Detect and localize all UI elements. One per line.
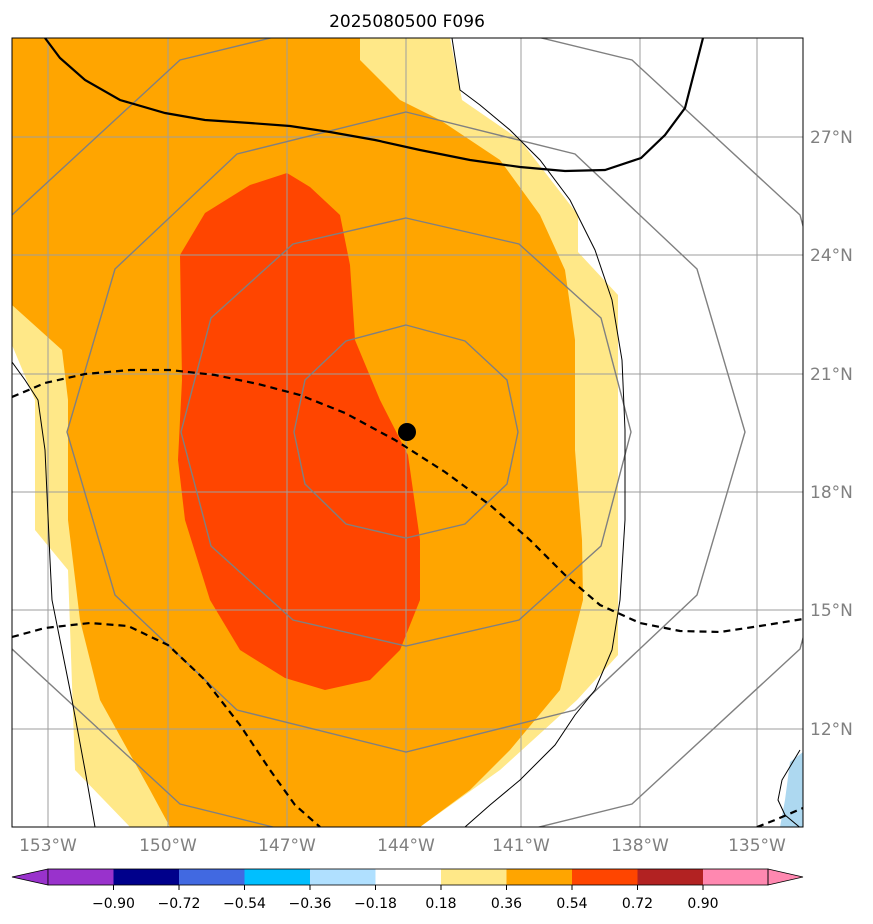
figure-title: 2025080500 F096 xyxy=(329,12,485,32)
colorbar-tick-label: −0.72 xyxy=(158,896,201,912)
lon-label: 153°W xyxy=(19,836,77,856)
longitude-labels: 153°W 150°W 147°W 144°W 141°W 138°W 135°… xyxy=(19,836,786,856)
colorbar-segment xyxy=(113,869,179,885)
colorbar-segment xyxy=(48,869,114,885)
colorbar-extend-high xyxy=(767,868,804,886)
thin-contours xyxy=(12,38,801,827)
colorbar-segment xyxy=(441,869,507,885)
colorbar-segment xyxy=(703,869,768,885)
map-area xyxy=(12,38,803,827)
lat-label: 12°N xyxy=(810,720,853,740)
colorbar-segment xyxy=(637,869,703,885)
lat-label: 15°N xyxy=(810,601,853,621)
lon-label: 138°W xyxy=(611,836,669,856)
colorbar-segment xyxy=(310,869,376,885)
dashed-contours xyxy=(12,368,803,827)
lat-label: 27°N xyxy=(810,128,853,148)
graticule xyxy=(12,38,803,827)
colorbar-tick-label: −0.18 xyxy=(354,896,397,912)
colorbar-tick-label: 0.54 xyxy=(556,896,587,912)
colorbar-tick-label: 0.72 xyxy=(622,896,653,912)
lon-label: 147°W xyxy=(258,836,316,856)
center-marker xyxy=(398,423,416,441)
colorbar-segment xyxy=(375,869,441,885)
lat-label: 18°N xyxy=(810,483,853,503)
lon-label: 141°W xyxy=(492,836,550,856)
lon-label: 135°W xyxy=(728,836,786,856)
map-frame xyxy=(11,37,804,828)
field-negative-region xyxy=(780,752,803,827)
colorbar-tick-label: −0.36 xyxy=(289,896,332,912)
colorbar-segment xyxy=(179,869,245,885)
lat-label: 24°N xyxy=(810,246,853,266)
colorbar-frame xyxy=(47,868,769,886)
thick-solid-contour xyxy=(44,38,705,173)
lat-label: 21°N xyxy=(810,365,853,385)
latitude-labels: 27°N 24°N 21°N 18°N 15°N 12°N xyxy=(810,128,853,740)
colorbar-tick-label: 0.90 xyxy=(687,896,718,912)
range-rings xyxy=(12,38,803,827)
colorbar-tick-label: −0.54 xyxy=(223,896,266,912)
colorbar-tick-label: −0.90 xyxy=(92,896,135,912)
lon-label: 150°W xyxy=(139,836,197,856)
colorbar-tick-label: 0.18 xyxy=(425,896,456,912)
lon-label: 144°W xyxy=(377,836,435,856)
field-high-region xyxy=(178,173,420,690)
colorbar-segment xyxy=(572,869,638,885)
colorbar: −0.90 −0.72 −0.54 −0.36 −0.18 0.18 0.36 … xyxy=(11,868,804,912)
colorbar-segment xyxy=(506,869,572,885)
colorbar-extend-low xyxy=(11,868,49,886)
colorbar-segment xyxy=(244,869,310,885)
colorbar-tick-label: 0.36 xyxy=(491,896,522,912)
